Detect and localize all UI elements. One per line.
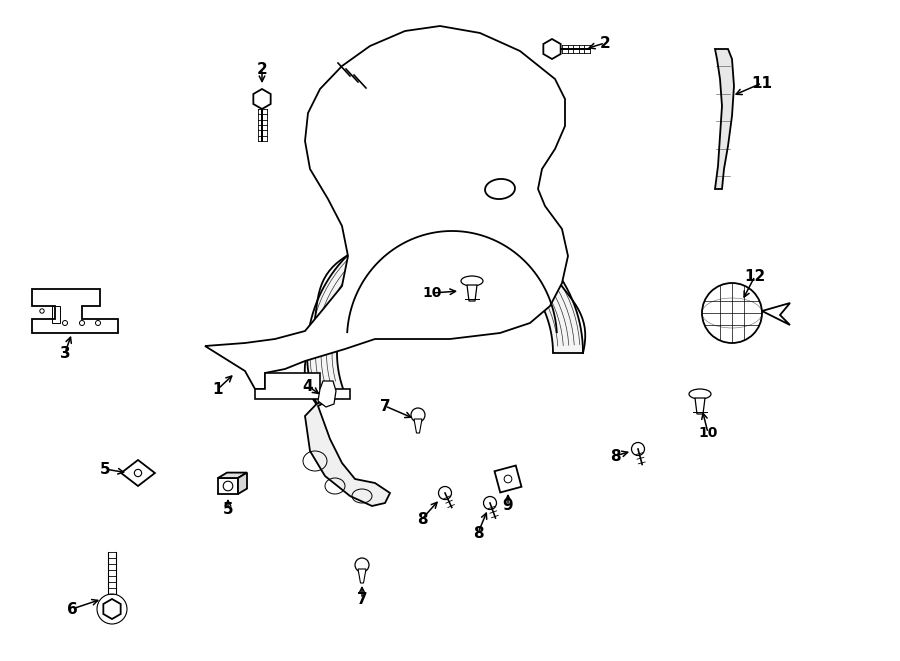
Ellipse shape bbox=[461, 276, 483, 286]
Text: 9: 9 bbox=[503, 498, 513, 514]
Text: 8: 8 bbox=[609, 449, 620, 463]
Text: 3: 3 bbox=[59, 346, 70, 360]
Polygon shape bbox=[255, 373, 350, 399]
Polygon shape bbox=[358, 569, 366, 583]
Text: 8: 8 bbox=[472, 525, 483, 541]
Text: 1: 1 bbox=[212, 381, 223, 397]
Circle shape bbox=[95, 321, 101, 325]
Text: 6: 6 bbox=[67, 602, 77, 617]
Polygon shape bbox=[32, 289, 118, 333]
Polygon shape bbox=[104, 599, 121, 619]
Circle shape bbox=[632, 442, 644, 455]
Text: 5: 5 bbox=[100, 461, 111, 477]
Text: 8: 8 bbox=[417, 512, 428, 527]
Text: 2: 2 bbox=[599, 36, 610, 50]
Polygon shape bbox=[253, 89, 271, 109]
Text: 10: 10 bbox=[698, 426, 717, 440]
Polygon shape bbox=[715, 49, 734, 189]
Polygon shape bbox=[218, 478, 238, 494]
Circle shape bbox=[411, 408, 425, 422]
Text: 7: 7 bbox=[356, 592, 367, 607]
Circle shape bbox=[438, 486, 452, 500]
Text: 2: 2 bbox=[256, 61, 267, 77]
Polygon shape bbox=[762, 303, 790, 325]
Text: 5: 5 bbox=[222, 502, 233, 516]
Polygon shape bbox=[414, 419, 422, 433]
Polygon shape bbox=[494, 465, 521, 492]
Polygon shape bbox=[218, 473, 247, 478]
Text: 12: 12 bbox=[744, 268, 766, 284]
Polygon shape bbox=[122, 460, 155, 486]
Polygon shape bbox=[467, 285, 477, 301]
Circle shape bbox=[40, 309, 44, 313]
Polygon shape bbox=[238, 473, 247, 494]
Polygon shape bbox=[544, 39, 561, 59]
Polygon shape bbox=[305, 393, 390, 506]
Text: 11: 11 bbox=[752, 75, 772, 91]
Circle shape bbox=[355, 558, 369, 572]
Polygon shape bbox=[695, 398, 705, 414]
Ellipse shape bbox=[689, 389, 711, 399]
Circle shape bbox=[702, 283, 762, 343]
Polygon shape bbox=[307, 215, 583, 404]
Circle shape bbox=[79, 321, 85, 325]
Circle shape bbox=[62, 321, 68, 325]
Polygon shape bbox=[318, 381, 336, 407]
Circle shape bbox=[483, 496, 497, 510]
Polygon shape bbox=[205, 26, 568, 389]
Text: 4: 4 bbox=[302, 379, 313, 393]
Text: 10: 10 bbox=[422, 286, 442, 300]
Text: 7: 7 bbox=[380, 399, 391, 414]
